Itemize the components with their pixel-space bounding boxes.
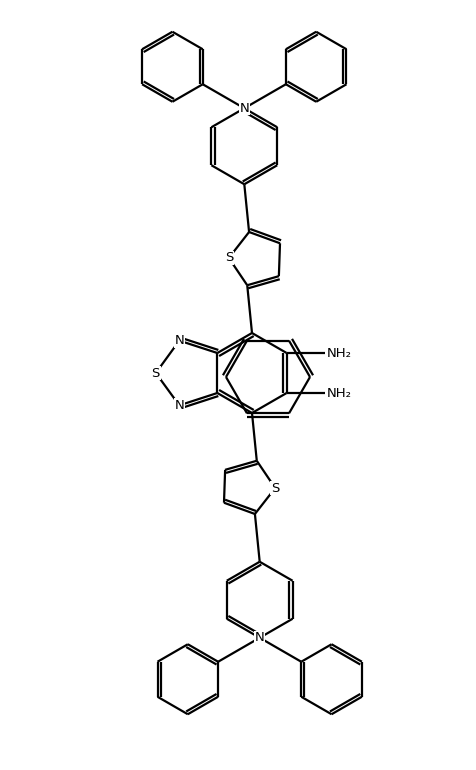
Text: S: S: [271, 481, 279, 494]
Text: NH₂: NH₂: [327, 387, 352, 400]
Text: NH₂: NH₂: [327, 346, 352, 360]
Text: N: N: [239, 102, 249, 115]
Text: S: S: [225, 252, 233, 264]
Text: N: N: [174, 399, 184, 412]
Text: N: N: [174, 334, 184, 347]
Text: S: S: [152, 367, 160, 380]
Text: N: N: [255, 631, 265, 644]
